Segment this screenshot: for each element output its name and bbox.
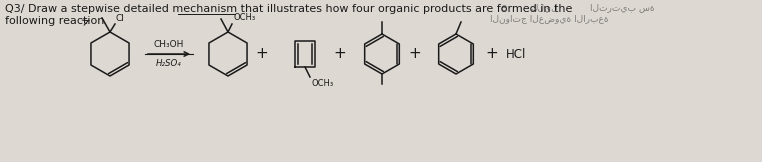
Text: +: +	[408, 46, 421, 62]
Text: Cl: Cl	[116, 14, 125, 23]
Text: كليل: كليل	[530, 3, 558, 12]
Text: +: +	[334, 46, 347, 62]
Text: الترتيب سة: الترتيب سة	[590, 3, 655, 12]
Text: +: +	[255, 46, 268, 62]
Text: $\mathit{\widehat{e\!\!\!\!}\,\,\widehat{}\,\,}$: $\mathit{\widehat{e\!\!\!\!}\,\,\widehat…	[500, 2, 507, 14]
Text: النواتج العضوية الاربعة: النواتج العضوية الاربعة	[490, 14, 609, 23]
Text: OCH₃: OCH₃	[311, 79, 333, 88]
Text: Q3/ Draw a stepwise detailed mechanism that illustrates how four organic product: Q3/ Draw a stepwise detailed mechanism t…	[5, 4, 572, 14]
Text: HCl: HCl	[506, 47, 527, 60]
Text: +: +	[485, 46, 498, 62]
Text: CH₃OH: CH₃OH	[154, 40, 184, 49]
Text: H₂SO₄: H₂SO₄	[156, 59, 182, 68]
Text: following reaction: following reaction	[5, 16, 104, 26]
Text: OCH₃: OCH₃	[233, 13, 255, 22]
